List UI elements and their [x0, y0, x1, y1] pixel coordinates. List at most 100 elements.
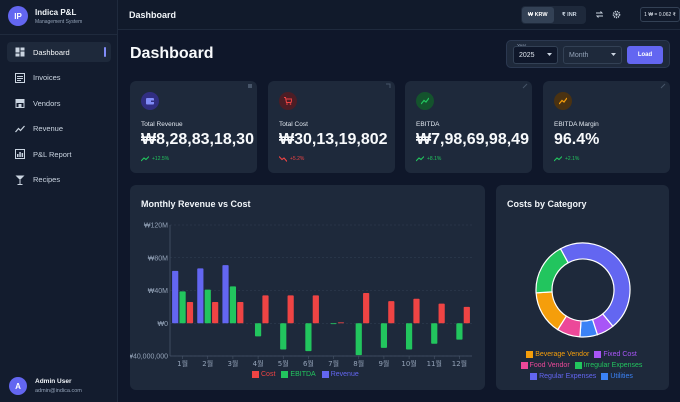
month-select[interactable]: Month: [563, 46, 622, 64]
kpi-value: ₩8,28,83,18,30: [141, 131, 254, 148]
sidebar-item-revenue[interactable]: Revenue: [7, 119, 111, 139]
bar-revenue[interactable]: [172, 270, 179, 324]
legend-item[interactable]: Food Vendor: [520, 360, 570, 371]
trend-up-icon: [554, 156, 562, 162]
bar-ebitda[interactable]: [431, 323, 438, 344]
bar-revenue[interactable]: [222, 265, 229, 324]
avatar: A: [9, 377, 27, 395]
card-corner-icon: [248, 84, 252, 88]
gear-icon[interactable]: [612, 10, 621, 19]
legend-swatch: [520, 362, 528, 369]
page-title: Dashboard: [130, 45, 214, 62]
bar-revenue[interactable]: [197, 268, 204, 324]
sidebar-item-invoices[interactable]: Invoices: [7, 68, 111, 88]
bar-cost[interactable]: [262, 295, 269, 324]
currency-krw-button[interactable]: ₩ KRW: [522, 7, 554, 23]
monthly-chart-legend: Cost EBITDA Revenue: [252, 371, 365, 378]
legend-swatch: [601, 373, 609, 380]
swap-icon[interactable]: [595, 10, 604, 19]
year-value: 2025: [519, 51, 535, 59]
bar-ebitda[interactable]: [254, 323, 262, 337]
monthly-chart-card: Monthly Revenue vs Cost ₩120M ₩80M ₩40M ₩0 -…: [130, 185, 485, 390]
y-tick-label: ₩40M: [148, 288, 168, 295]
bar-ebitda[interactable]: [380, 323, 388, 348]
bar-cost[interactable]: [438, 303, 445, 324]
kpi-value: ₩30,13,19,802: [279, 131, 388, 148]
bar-ebitda[interactable]: [229, 286, 237, 324]
bar-cost[interactable]: [212, 301, 219, 324]
sidebar-item-pl-report[interactable]: P&L Report: [7, 144, 111, 164]
kpi-change: +8.1%: [416, 156, 441, 162]
legend-item-cost[interactable]: Cost: [252, 371, 275, 378]
bar-cost[interactable]: [337, 322, 345, 324]
sidebar-item-label: Invoices: [33, 73, 61, 82]
x-tick-label: 3월: [227, 359, 238, 368]
card-corner-icon: [522, 83, 528, 89]
currency-inr-button[interactable]: ₹ INR: [561, 12, 577, 18]
bar-cost[interactable]: [287, 295, 294, 324]
x-tick-label: 1월: [177, 359, 188, 368]
report-icon: [15, 149, 25, 159]
legend-item[interactable]: Regular Expenses: [530, 371, 596, 382]
bar-ebitda[interactable]: [280, 323, 287, 350]
x-tick-label: 4월: [253, 359, 264, 368]
bar-ebitda[interactable]: [305, 323, 312, 352]
kpi-value: 96.4%: [554, 131, 600, 148]
category-chart-legend: Beverage Vendor Fixed Cost Food Vendor Irre…: [504, 349, 664, 382]
currency-toggle: ₩ KRW ₹ INR: [521, 6, 586, 24]
sidebar-item-recipes[interactable]: Recipes: [7, 170, 111, 190]
year-select[interactable]: 2025: [513, 46, 558, 64]
legend-item[interactable]: Fixed Cost: [594, 349, 637, 360]
kpi-label: EBITDA: [416, 121, 440, 128]
y-tick-label: ₩80M: [148, 255, 168, 262]
sidebar-item-label: P&L Report: [33, 149, 72, 159]
x-tick-label: 5월: [278, 359, 289, 368]
y-tick-label: ₩0: [158, 321, 169, 328]
legend-item-revenue[interactable]: Revenue: [321, 371, 359, 378]
chevron-down-icon: [611, 53, 616, 56]
sidebar-item-dashboard[interactable]: Dashboard: [7, 42, 111, 62]
x-tick-label: 6월: [303, 359, 314, 368]
bar-ebitda[interactable]: [405, 323, 413, 350]
sidebar-divider: [0, 34, 118, 35]
sidebar-item-label: Dashboard: [33, 47, 70, 57]
bar-cost[interactable]: [388, 301, 395, 324]
donut-slice[interactable]: [535, 291, 568, 331]
donut-slice[interactable]: [535, 247, 569, 294]
trend-up-icon: [141, 156, 149, 162]
kpi-change-value: +5.2%: [290, 156, 305, 162]
brand-logo: IP: [8, 6, 28, 26]
legend-item[interactable]: Irregular Expenses: [574, 360, 643, 371]
x-tick-label: 10월: [401, 359, 416, 368]
kpi-card-revenue: Total Revenue ₩8,28,83,18,30 +12.5%: [130, 81, 257, 173]
category-chart-title: Costs by Category: [507, 199, 587, 209]
legend-item-ebitda[interactable]: EBITDA: [281, 371, 316, 378]
exchange-rate[interactable]: 1 ₩ = 0.062 ₹: [640, 7, 680, 22]
sidebar-item-label: Revenue: [33, 124, 64, 133]
bar-cost[interactable]: [312, 295, 319, 324]
sidebar-item-vendors[interactable]: Vendors: [7, 93, 111, 113]
bar-ebitda[interactable]: [330, 323, 337, 325]
kpi-label: Total Revenue: [141, 121, 183, 128]
bar-cost[interactable]: [463, 306, 470, 324]
bar-cost[interactable]: [363, 292, 370, 324]
kpi-label: Total Cost: [279, 121, 308, 128]
bar-ebitda[interactable]: [456, 323, 463, 340]
bar-ebitda[interactable]: [355, 323, 362, 356]
legend-item[interactable]: Beverage Vendor: [526, 349, 589, 360]
month-placeholder: Month: [569, 51, 589, 59]
cocktail-icon: [15, 175, 25, 185]
x-tick-label: 11월: [427, 359, 442, 368]
bar-ebitda[interactable]: [204, 289, 211, 324]
legend-label: Irregular Expenses: [583, 362, 643, 369]
donut-slice[interactable]: [559, 242, 631, 328]
bar-cost[interactable]: [237, 301, 244, 324]
load-button[interactable]: Load: [627, 46, 663, 64]
trend-up-icon: [416, 92, 434, 110]
category-donut-chart: [535, 242, 631, 338]
user-profile[interactable]: A Admin User admin@indica.com: [9, 377, 82, 395]
bar-ebitda[interactable]: [179, 291, 186, 324]
bar-cost[interactable]: [413, 298, 420, 324]
bar-cost[interactable]: [186, 301, 194, 324]
legend-item[interactable]: Utilities: [601, 371, 633, 382]
